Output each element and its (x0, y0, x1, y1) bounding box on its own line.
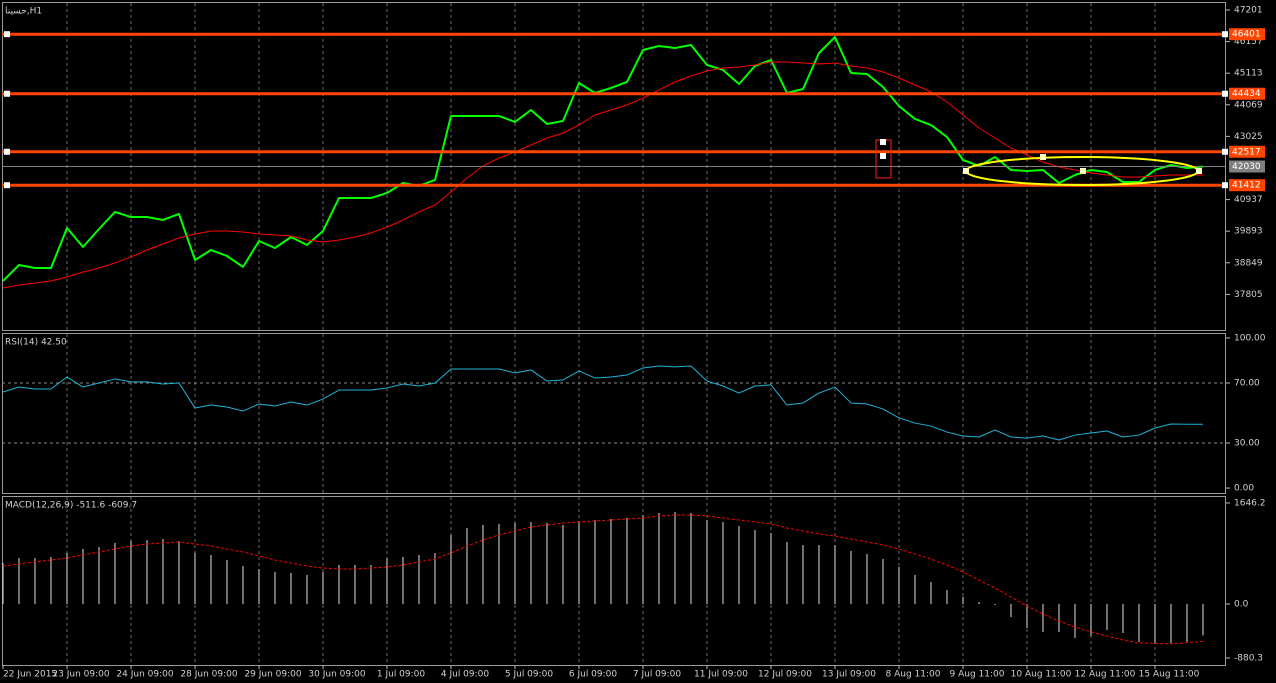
x-tick-label: 28 Jun 09:00 (180, 670, 237, 680)
x-tick-label: 11 Jul 09:00 (694, 670, 748, 680)
series-line (2, 61, 1203, 289)
x-tick-label: 15 Aug 11:00 (1139, 670, 1200, 680)
y-tick-label: 37805 (1234, 290, 1263, 300)
price-label-box (1229, 28, 1265, 41)
x-tick-label: 24 Jun 09:00 (116, 670, 173, 680)
panel-title: حسينا,H1 (5, 7, 42, 17)
x-tick-label: 12 Jul 09:00 (758, 670, 812, 680)
x-tick-label: 5 Jul 09:00 (505, 670, 554, 680)
series-line (2, 35, 1204, 282)
handle (1196, 168, 1202, 174)
y-tick-label: 100.00 (1234, 333, 1266, 343)
y-tick-label: 30.00 (1234, 439, 1260, 449)
drawing-objects (875, 139, 1202, 186)
x-tick-label: 8 Aug 11:00 (886, 670, 941, 680)
y-tick-label: 45113 (1234, 69, 1263, 79)
line-handle (1222, 182, 1228, 189)
line-handle (1222, 31, 1228, 38)
panel-title: RSI(14) 42.50 (5, 338, 67, 348)
y-tick-label: 0.0 (1234, 600, 1249, 610)
price-label: 42030 (1232, 162, 1261, 172)
handle (963, 168, 969, 174)
price-label: 44434 (1232, 89, 1261, 99)
line-handle (4, 31, 10, 38)
x-tick-label: 9 Aug 11:00 (950, 670, 1005, 680)
x-tick-label: 10 Aug 11:00 (1011, 670, 1072, 680)
y-tick-label: -880.3 (1234, 654, 1263, 664)
x-tick-label: 4 Jul 09:00 (441, 670, 490, 680)
line-handle (4, 90, 10, 97)
x-tick-label: 29 Jun 09:00 (244, 670, 301, 680)
x-tick-label: 23 Jun 09:00 (52, 670, 109, 680)
y-tick-label: 39893 (1234, 227, 1263, 237)
line-handle (4, 148, 10, 155)
x-tick-label: 12 Aug 11:00 (1075, 670, 1136, 680)
x-tick-label: 7 Jul 09:00 (633, 670, 682, 680)
line-handle (4, 182, 10, 189)
price-label-box (1229, 87, 1265, 100)
x-tick-label: 1 Jul 09:00 (377, 670, 426, 680)
y-tick-label: 44069 (1234, 100, 1263, 110)
x-tick-label: 6 Jul 09:00 (569, 670, 618, 680)
x-tick-label: 13 Jul 09:00 (822, 670, 876, 680)
handle (880, 153, 886, 159)
price-label-box (1229, 179, 1265, 192)
price-label: 42517 (1232, 147, 1261, 157)
handle (1080, 168, 1086, 174)
x-tick-label: 22 Jun 2015 (3, 670, 57, 680)
price-label: 46401 (1232, 30, 1261, 40)
price-label-box (1229, 160, 1265, 173)
line-handle (1222, 148, 1228, 155)
y-tick-label: 46157 (1234, 37, 1263, 47)
line-handle (1222, 90, 1228, 97)
y-tick-label: 40937 (1234, 195, 1263, 205)
series-line (2, 365, 1203, 441)
plot-layer: حسينا,H1 RSI(14) 42.50 MACD(12,26,9) -511.… (2, 3, 1228, 665)
x-tick-label: 30 Jun 09:00 (308, 670, 365, 680)
price-label-box (1229, 145, 1265, 158)
rsi-frame (2, 333, 1226, 494)
series-line (2, 514, 1204, 645)
handle (880, 139, 886, 145)
panel-title: MACD(12,26,9) -511.6 -609.7 (5, 501, 137, 511)
y-tick-label: 43025 (1234, 132, 1263, 142)
y-tick-label: 70.00 (1234, 378, 1260, 388)
price-label: 41412 (1232, 181, 1261, 191)
y-tick-label: 47201 (1234, 5, 1263, 15)
y-tick-label: 38849 (1234, 258, 1263, 268)
handle (1040, 154, 1046, 160)
y-tick-label: 0.00 (1234, 484, 1254, 494)
y-tick-label: 1646.2 (1234, 498, 1266, 508)
